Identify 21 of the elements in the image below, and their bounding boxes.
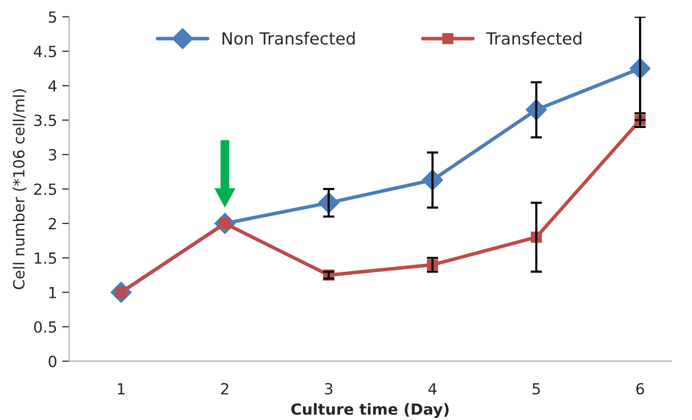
y-tick-label: 2: [48, 218, 56, 230]
y-tick-label: 3: [48, 149, 56, 161]
y-tick-label: 5: [48, 11, 56, 23]
legend-label: Transfected: [486, 32, 582, 45]
x-tick-label: 3: [325, 383, 332, 395]
x-tick-label: 4: [428, 383, 437, 394]
x-tick-label: 1: [118, 383, 125, 394]
y-tick-label: 1: [49, 286, 56, 298]
y-tick-label: 1.5: [34, 252, 56, 264]
legend-label: Non Transfected: [222, 32, 355, 45]
y-tick-label: 4.5: [34, 46, 56, 58]
x-tick-label: 5: [532, 383, 540, 395]
y-tick-label: 0: [48, 356, 56, 368]
y-tick-label: 0.5: [34, 321, 56, 333]
x-tick-label: 2: [221, 383, 228, 394]
x-tick-label: 6: [636, 383, 644, 395]
y-tick-label: 4: [48, 80, 57, 92]
x-axis-title: Culture time (Day): [291, 403, 449, 418]
y-tick-label: 3.5: [34, 114, 56, 126]
y-tick-label: 2.5: [34, 183, 56, 196]
y-axis-title: Cell number (*106 cell/ml): [12, 89, 26, 290]
